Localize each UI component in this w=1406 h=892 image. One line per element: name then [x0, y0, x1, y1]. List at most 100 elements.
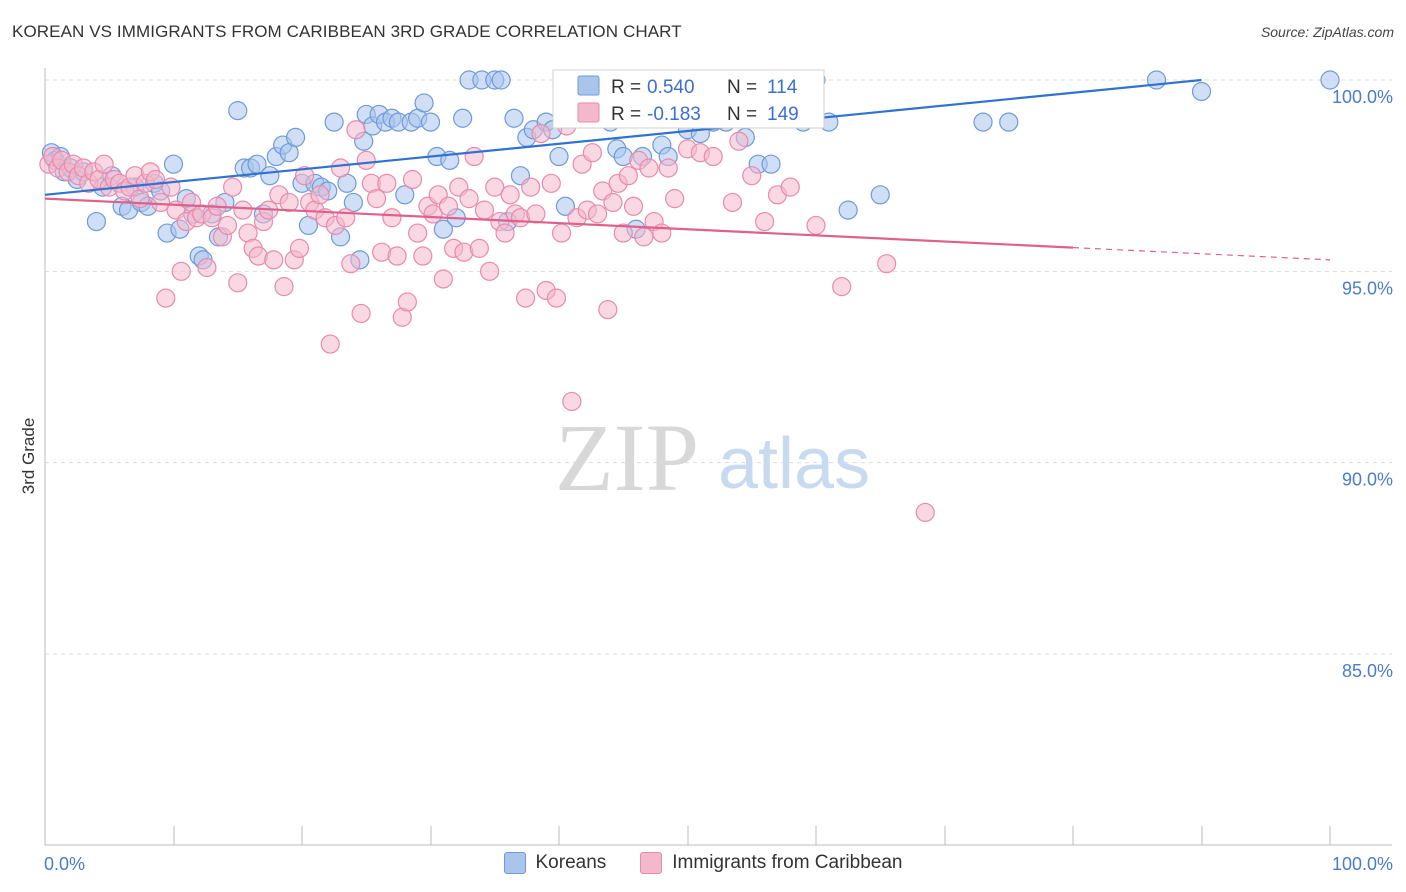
- caribbean-point: [279, 192, 299, 213]
- korean-point: [504, 108, 524, 128]
- watermark: ZIP atlas: [555, 404, 870, 511]
- caribbean-point: [531, 123, 551, 144]
- caribbean-point: [346, 120, 366, 140]
- korean-point: [1146, 70, 1167, 90]
- korean-point: [999, 112, 1019, 132]
- caribbean-point: [729, 131, 749, 151]
- y-tick-label: 90.0%: [1342, 470, 1393, 490]
- korean-point: [1320, 70, 1340, 90]
- caribbean-point: [423, 204, 443, 224]
- caribbean-trend-line: [44, 197, 1074, 249]
- caribbean-swatch: [640, 852, 663, 874]
- y-tick-label: 85.0%: [1342, 661, 1393, 681]
- caribbean-point: [223, 177, 243, 197]
- chart-title: KOREAN VS IMMIGRANTS FROM CARIBBEAN 3RD …: [12, 22, 682, 41]
- korean-point: [260, 166, 280, 186]
- legend-r-label-koreans: R =: [611, 77, 641, 98]
- caribbean-point: [351, 303, 371, 324]
- caribbean-point: [320, 334, 340, 354]
- legend-swatch-koreans: [577, 75, 600, 96]
- caribbean-point: [722, 192, 743, 213]
- caribbean-point: [469, 238, 489, 258]
- caribbean-point: [402, 169, 423, 190]
- y-tick-label: 100.0%: [1332, 87, 1393, 107]
- caribbean-trend-extension: [1072, 247, 1331, 261]
- caribbean-point: [639, 158, 659, 178]
- caribbean-point: [634, 227, 654, 247]
- watermark-zip: ZIP: [555, 404, 699, 511]
- series-legend: Koreans Immigrants from Caribbean: [0, 852, 1406, 874]
- caribbean-point: [485, 177, 505, 197]
- caribbean-point: [438, 196, 459, 216]
- legend-r-value-koreans: 0.540: [647, 77, 695, 98]
- korean-point: [870, 185, 890, 205]
- caribbean-point: [754, 211, 775, 232]
- x-tick-labels: 0.0% 100.0%: [44, 854, 1393, 874]
- caribbean-point: [658, 158, 678, 178]
- caribbean-point: [623, 196, 644, 216]
- korean-point: [761, 154, 781, 174]
- legend-item-caribbean[interactable]: Immigrants from Caribbean: [640, 852, 902, 874]
- caribbean-point: [480, 261, 500, 281]
- korean-point: [433, 219, 453, 239]
- caribbean-point: [377, 173, 397, 193]
- caribbean-point: [474, 200, 495, 220]
- caribbean-point: [562, 391, 582, 412]
- korean-point: [343, 192, 363, 213]
- korean-point: [973, 112, 993, 132]
- caribbean-point: [832, 277, 852, 297]
- legend-item-koreans[interactable]: Koreans: [503, 852, 606, 874]
- caribbean-point: [526, 204, 546, 224]
- caribbean-point: [587, 204, 608, 224]
- caribbean-point: [613, 223, 633, 243]
- caribbean-point: [264, 250, 284, 270]
- korean-point: [228, 101, 248, 121]
- legend-n-label-caribbean: N =: [727, 104, 757, 125]
- korean-point: [420, 112, 441, 132]
- caribbean-point: [151, 192, 171, 213]
- korean-point: [395, 185, 415, 205]
- legend-swatch-caribbean: [577, 102, 600, 123]
- caribbean-point: [341, 254, 361, 274]
- caribbean-point: [197, 257, 217, 278]
- legend-r-value-caribbean: -0.183: [647, 104, 701, 125]
- x-tick-label-min: 0.0%: [44, 854, 85, 874]
- caribbean-point: [742, 166, 762, 186]
- caribbean-point: [356, 150, 376, 170]
- caribbean-point: [387, 246, 407, 266]
- y-axis-label: 3rd Grade: [19, 418, 38, 495]
- caribbean-legend-label: Immigrants from Caribbean: [672, 852, 903, 873]
- caribbean-point: [495, 223, 515, 243]
- caribbean-point: [551, 223, 572, 243]
- watermark-atlas: atlas: [718, 424, 870, 504]
- korean-point: [549, 146, 569, 167]
- source-label: Source: ZipAtlas.com: [1260, 24, 1394, 40]
- caribbean-point: [521, 177, 541, 197]
- caribbean-point: [274, 277, 294, 297]
- korean-point: [163, 154, 184, 174]
- caribbean-point: [459, 189, 479, 209]
- caribbean-point: [397, 292, 417, 312]
- legend-n-value-caribbean: 149: [767, 104, 799, 125]
- caribbean-point: [618, 166, 638, 186]
- caribbean-point: [515, 288, 536, 308]
- koreans-swatch: [503, 852, 526, 874]
- legend-n-label-koreans: N =: [727, 77, 757, 98]
- koreans-trend-line: [44, 78, 1202, 196]
- legend-r-label-caribbean: R =: [611, 104, 641, 125]
- caribbean-point: [336, 208, 356, 228]
- legend-n-value-koreans: 114: [767, 77, 798, 98]
- korean-point: [414, 93, 434, 113]
- trend-lines: [44, 78, 1331, 261]
- caribbean-point: [289, 238, 310, 258]
- caribbean-point: [703, 146, 723, 167]
- caribbean-point: [464, 146, 484, 167]
- korean-point: [838, 200, 858, 220]
- caribbean-point: [233, 200, 253, 220]
- caribbean-point: [806, 215, 826, 236]
- caribbean-point: [156, 288, 176, 308]
- korean-point: [555, 196, 576, 216]
- caribbean-point: [541, 173, 561, 193]
- y-tick-labels: 100.0% 95.0% 90.0% 85.0%: [1332, 87, 1393, 681]
